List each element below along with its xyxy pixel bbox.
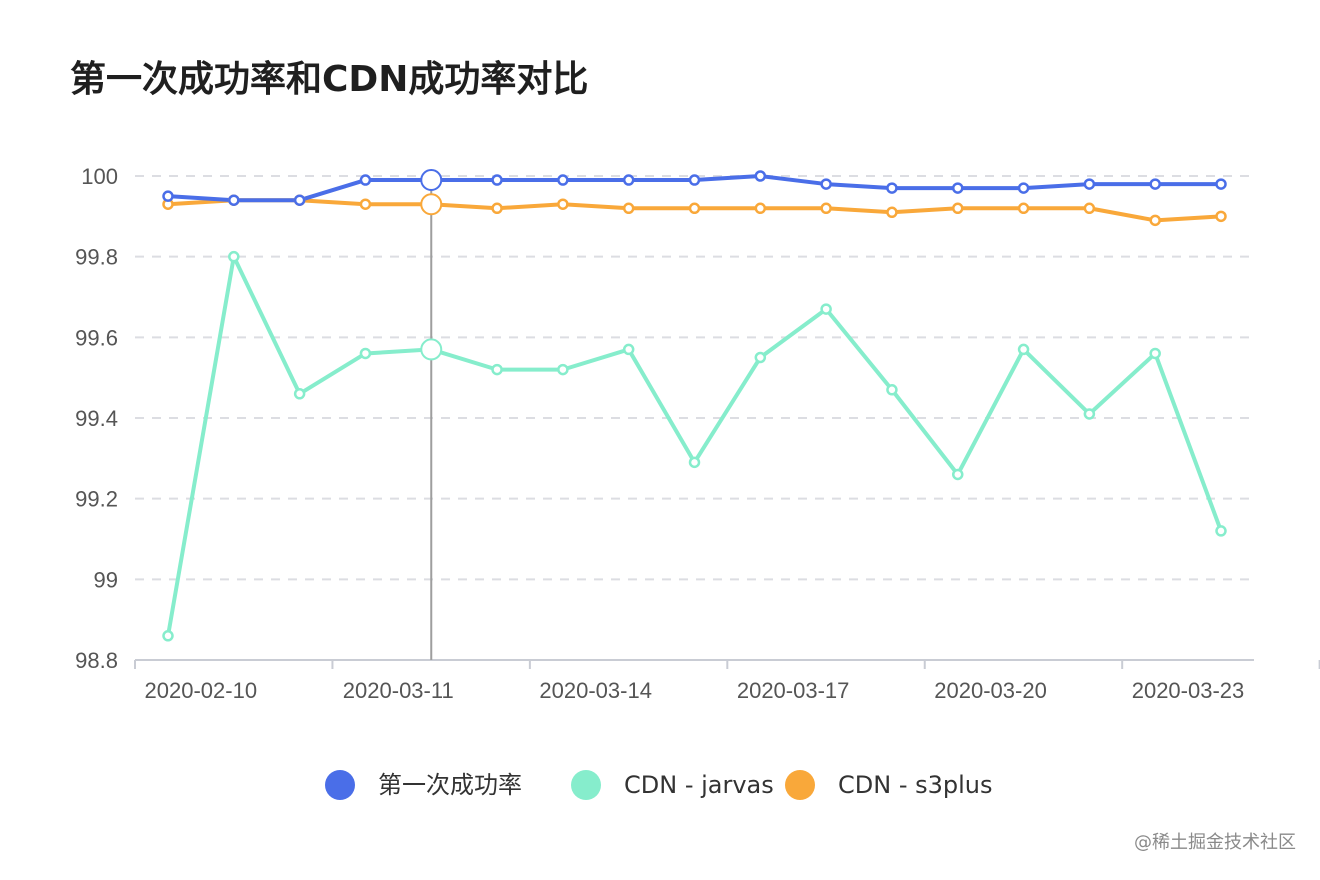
data-point [820, 303, 832, 315]
data-point [1083, 178, 1096, 190]
data-point [228, 250, 240, 263]
data-point [228, 194, 240, 206]
data-point [1149, 347, 1161, 360]
data-point [754, 351, 767, 364]
data-point [359, 198, 372, 210]
watermark: @稀土掘金技术社区 [1134, 832, 1296, 853]
y-tick-label: 99.8 [75, 245, 118, 270]
y-tick-label: 99.2 [75, 487, 118, 512]
data-point [491, 202, 503, 215]
data-point [886, 384, 898, 396]
x-tick-label: 2020-02-10 [145, 678, 258, 703]
chart-title: 第一次成功率和CDN成功率对比 [70, 59, 589, 100]
data-point [557, 363, 569, 376]
data-point [1017, 182, 1030, 194]
data-point [1083, 408, 1096, 420]
data-point [1017, 343, 1030, 356]
data-point [1149, 178, 1161, 190]
y-tick-label: 99.6 [75, 325, 118, 350]
legend-marker [785, 770, 815, 800]
data-point [293, 388, 306, 400]
y-tick-label: 99.4 [75, 406, 118, 431]
legend-label: CDN - jarvas [624, 771, 774, 799]
data-point [622, 343, 635, 356]
data-point [1215, 178, 1227, 190]
x-tick-label: 2020-03-11 [343, 678, 454, 703]
data-point [420, 169, 443, 192]
data-point [359, 347, 372, 360]
data-point [162, 190, 174, 202]
data-point [1215, 210, 1227, 223]
legend-label: 第一次成功率 [378, 771, 522, 799]
legend-label: CDN - s3plus [838, 771, 993, 799]
data-point [491, 363, 503, 376]
legend-marker [571, 770, 601, 800]
data-point [293, 194, 306, 206]
data-point [1083, 202, 1096, 215]
x-tick-label: 2020-03-14 [539, 678, 652, 703]
data-point [688, 456, 701, 469]
data-point [1149, 214, 1161, 227]
data-point [420, 338, 443, 361]
data-point [952, 202, 964, 215]
data-point [162, 630, 174, 642]
data-point [952, 468, 964, 481]
x-tick-label: 2020-03-23 [1132, 678, 1245, 703]
data-point [754, 170, 767, 182]
data-point [886, 206, 898, 219]
data-point [1215, 525, 1227, 537]
data-point [491, 174, 503, 186]
data-point [820, 202, 832, 215]
data-point [1017, 202, 1030, 215]
x-tick-label: 2020-03-20 [934, 678, 1047, 703]
data-point [622, 202, 635, 215]
legend-marker [325, 770, 355, 800]
x-tick-label: 2020-03-17 [737, 678, 850, 703]
data-point [420, 193, 443, 216]
data-point [622, 174, 635, 186]
y-tick-label: 98.8 [75, 648, 118, 673]
data-point [886, 182, 898, 194]
data-point [952, 182, 964, 194]
data-point [820, 178, 832, 190]
data-point [557, 198, 569, 210]
data-point [754, 202, 767, 215]
y-tick-label: 100 [81, 164, 118, 189]
data-point [688, 174, 701, 186]
data-point [359, 174, 372, 186]
data-point [688, 202, 701, 215]
data-point [557, 174, 569, 186]
y-tick-label: 99 [94, 567, 118, 592]
